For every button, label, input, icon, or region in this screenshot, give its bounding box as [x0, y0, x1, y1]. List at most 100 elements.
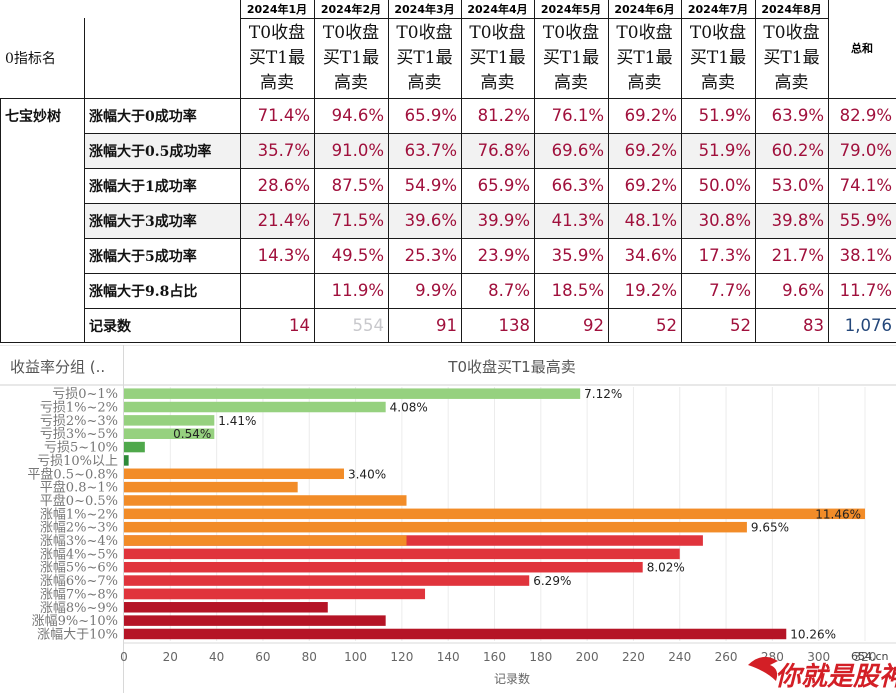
table-cell: 18.5%	[551, 281, 604, 300]
measure-header: T0收盘 买T1最 高卖	[763, 22, 820, 93]
table-gridline	[0, 98, 896, 99]
month-header[interactable]: 2024年8月	[761, 3, 822, 16]
bar-segment	[124, 535, 407, 546]
table-cell: 69.2%	[624, 106, 677, 125]
table-cell: 65.9%	[404, 106, 457, 125]
bar	[124, 481, 298, 493]
measure-header: T0收盘 买T1最 高卖	[542, 22, 600, 93]
category-label: 涨幅7%~8%	[40, 587, 118, 602]
category-label: 亏损10%以上	[37, 454, 118, 469]
table-cell: 34.6%	[624, 246, 677, 265]
bar-segment	[124, 428, 215, 439]
bar	[124, 615, 386, 626]
bar	[124, 455, 129, 466]
x-tick-label: 200	[576, 650, 599, 664]
table-cell: 76.1%	[551, 106, 604, 125]
month-header[interactable]: 2024年2月	[320, 3, 382, 16]
x-tick-label: 20	[163, 650, 178, 664]
category-label: 亏损1%~2%	[40, 401, 118, 416]
table-gridline	[828, 98, 829, 343]
bar	[124, 495, 407, 506]
table-cell: 21.7%	[771, 246, 824, 265]
table-gridline	[608, 98, 609, 343]
table-cell: 39.8%	[771, 211, 824, 230]
table-gridline	[84, 203, 896, 204]
table-cell: 41.3%	[551, 211, 604, 230]
total-cell: 55.9%	[839, 211, 892, 230]
table-cell: 23.9%	[477, 246, 530, 265]
table-gridline	[240, 0, 241, 98]
table-gridline	[84, 168, 896, 169]
total-cell: 79.0%	[839, 141, 892, 160]
table-cell: 17.3%	[698, 246, 751, 265]
category-label: 亏损0~1%	[52, 387, 118, 402]
bar-segment	[124, 588, 300, 600]
category-label: 涨幅6%~7%	[40, 574, 118, 589]
table-cell: 11.9%	[331, 281, 384, 300]
category-label: 涨幅2%~3%	[40, 521, 118, 536]
table-cell: 48.1%	[624, 211, 677, 230]
table-gridline	[608, 0, 609, 98]
table-cell: 9.6%	[782, 281, 824, 300]
table-cell: 91	[436, 316, 457, 335]
table-cell: 66.3%	[551, 176, 604, 195]
corner-label: 0指标名	[5, 51, 56, 67]
chart-header-bg	[0, 345, 896, 385]
total-cell: 38.1%	[839, 246, 892, 265]
table-cell: 63.7%	[404, 141, 457, 160]
table-cell: 76.8%	[477, 141, 530, 160]
table-gridline	[828, 0, 829, 98]
table-gridline	[461, 98, 462, 343]
table-cell: 92	[583, 316, 604, 335]
x-tick-label: 180	[529, 650, 552, 664]
table-cell	[240, 273, 314, 308]
watermark-subtext: 654.cn	[851, 650, 889, 663]
table-cell: 35.9%	[551, 246, 604, 265]
x-tick-label: 140	[437, 650, 460, 664]
table-cell: 19.2%	[624, 281, 677, 300]
table-gridline	[240, 98, 241, 343]
bar	[124, 388, 581, 399]
table-cell: 52	[730, 316, 751, 335]
table-cell: 30.8%	[698, 211, 751, 230]
bar	[124, 548, 680, 560]
month-header[interactable]: 2024年3月	[394, 3, 455, 16]
bar	[124, 575, 530, 586]
row-label: 涨幅大于0成功率	[89, 108, 197, 125]
table-gridline	[755, 0, 756, 98]
table-cell: 91.0%	[331, 141, 384, 160]
bar	[124, 561, 643, 573]
month-header[interactable]: 2024年6月	[614, 3, 675, 16]
table-gridline	[84, 273, 896, 274]
table-gridline	[388, 98, 389, 343]
measure-header: T0收盘 买T1最 高卖	[248, 22, 306, 93]
x-tick-label: 260	[715, 650, 738, 664]
data-label: 0.54%	[173, 427, 211, 441]
table-gridline	[681, 0, 682, 98]
measure-header: T0收盘 买T1最 高卖	[396, 22, 453, 93]
data-label: 4.08%	[390, 401, 428, 415]
table-cell: 39.6%	[404, 211, 457, 230]
bar	[124, 401, 386, 413]
bar	[124, 602, 328, 613]
table-cell: 52	[656, 316, 677, 335]
category-label: 平盘0.5~0.8%	[27, 466, 118, 482]
table-cell: 51.9%	[698, 141, 751, 160]
month-header[interactable]: 2024年7月	[687, 3, 749, 16]
table-cell: 554	[352, 316, 385, 335]
row-label: 涨幅大于5成功率	[89, 248, 197, 265]
month-header[interactable]: 2024年1月	[246, 3, 308, 16]
month-header[interactable]: 2024年4月	[467, 3, 528, 16]
table-cell: 71.4%	[257, 106, 310, 125]
total-cell: 11.7%	[839, 281, 892, 300]
table-gridline	[84, 308, 896, 309]
total-cell: 74.1%	[839, 176, 892, 195]
table-cell: 50.0%	[698, 176, 751, 195]
data-label: 1.41%	[218, 414, 256, 428]
x-tick-label: 120	[390, 650, 413, 664]
x-tick-label: 40	[209, 650, 224, 664]
month-header[interactable]: 2024年5月	[540, 3, 602, 16]
category-label: 涨幅8%~9%	[40, 601, 118, 616]
bar	[124, 535, 703, 546]
